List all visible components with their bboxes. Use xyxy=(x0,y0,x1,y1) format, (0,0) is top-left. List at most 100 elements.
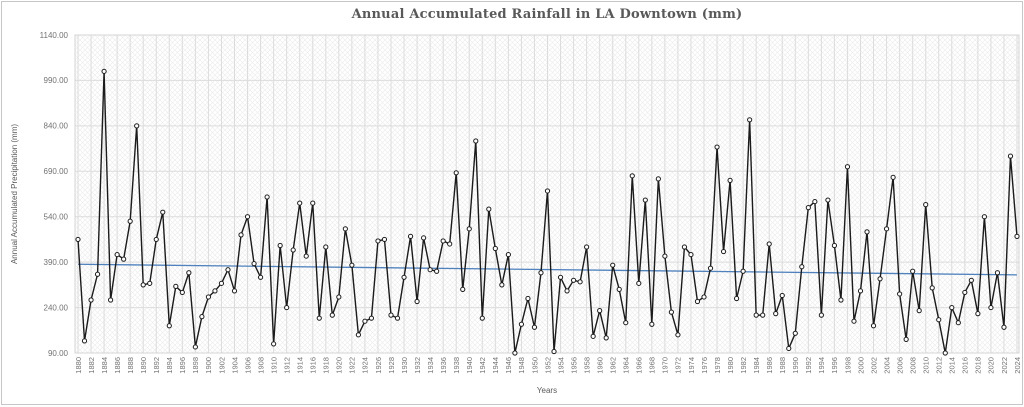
data-point-marker xyxy=(199,314,205,320)
x-tick-label: 1944 xyxy=(491,357,500,374)
y-axis-tick-labels: 90.00 240.00 390.00 540.00 690.00 840.00 990.0… xyxy=(40,31,69,358)
x-tick-label: 1938 xyxy=(452,357,461,374)
data-point-marker xyxy=(831,242,838,249)
data-point-marker xyxy=(147,280,153,286)
data-point-marker xyxy=(310,200,316,206)
data-point-marker xyxy=(1014,233,1020,239)
x-tick-label: 1914 xyxy=(296,357,305,374)
x-tick-label: 1950 xyxy=(530,357,539,374)
y-tick-label: 90.00 xyxy=(48,349,69,358)
data-point-marker xyxy=(818,312,824,318)
data-point-marker xyxy=(701,294,707,300)
data-point-marker xyxy=(75,236,81,243)
x-tick-label: 1880 xyxy=(74,357,83,374)
x-tick-label: 1890 xyxy=(139,357,148,374)
x-tick-label: 1984 xyxy=(752,357,761,374)
x-tick-label: 1948 xyxy=(517,357,526,374)
x-tick-label: 1896 xyxy=(178,357,187,374)
x-tick-label: 2014 xyxy=(948,357,957,374)
x-tick-label: 1894 xyxy=(165,357,174,374)
data-point-marker xyxy=(890,174,896,180)
x-tick-label: 1994 xyxy=(817,357,826,374)
data-point-marker xyxy=(401,274,407,280)
data-point-marker xyxy=(923,202,929,208)
data-point-marker xyxy=(134,123,140,129)
data-point-marker xyxy=(127,218,133,224)
x-tick-label: 1910 xyxy=(269,357,278,374)
data-point-marker xyxy=(231,288,238,294)
data-point-marker xyxy=(512,350,518,356)
data-point-marker xyxy=(101,68,107,74)
data-point-marker xyxy=(786,345,792,352)
data-point-marker xyxy=(949,304,955,311)
x-tick-label: 1974 xyxy=(687,357,696,374)
data-point-marker xyxy=(544,188,551,194)
x-tick-label: 1904 xyxy=(230,357,239,374)
data-point-marker xyxy=(427,267,433,273)
data-point-marker xyxy=(355,332,361,338)
x-tick-label: 1972 xyxy=(674,357,683,374)
x-tick-label: 1936 xyxy=(439,357,448,374)
data-point-marker xyxy=(244,214,251,220)
data-point-marker xyxy=(460,286,466,292)
data-point-marker xyxy=(407,233,414,239)
data-point-marker xyxy=(434,268,440,274)
x-tick-label: 2020 xyxy=(987,357,996,374)
x-tick-label: 1928 xyxy=(387,357,396,374)
data-point-marker xyxy=(225,267,231,273)
data-point-marker xyxy=(368,315,375,321)
data-point-marker xyxy=(264,194,270,200)
data-point-marker xyxy=(140,282,146,288)
x-tick-label: 1988 xyxy=(778,357,787,374)
data-point-marker xyxy=(421,235,427,241)
x-tick-label: 1942 xyxy=(478,357,487,374)
data-point-marker xyxy=(714,144,720,150)
data-point-marker xyxy=(812,198,818,205)
data-point-marker xyxy=(870,323,877,329)
y-axis-title: Annual Accumulated Precipitation (mm) xyxy=(10,124,19,264)
data-point-marker xyxy=(903,336,909,342)
data-point-marker xyxy=(284,304,290,311)
x-tick-label: 1998 xyxy=(843,357,852,374)
data-point-marker xyxy=(877,276,883,282)
data-point-marker xyxy=(303,253,309,259)
y-tick-label: 1140.00 xyxy=(40,31,69,40)
data-point-marker xyxy=(577,279,583,285)
data-point-marker xyxy=(473,138,479,144)
data-point-marker xyxy=(349,262,355,268)
data-point-marker xyxy=(160,209,166,215)
x-tick-label: 1946 xyxy=(504,357,513,374)
data-point-marker xyxy=(121,256,127,262)
x-tick-label: 2010 xyxy=(922,357,931,374)
data-point-marker xyxy=(681,244,688,250)
x-tick-label: 1958 xyxy=(582,357,591,374)
x-tick-label: 2004 xyxy=(882,357,891,374)
data-point-marker xyxy=(277,242,283,249)
x-tick-label: 1920 xyxy=(335,357,344,374)
data-point-marker xyxy=(173,283,179,289)
data-point-marker xyxy=(551,348,557,355)
x-tick-label: 2000 xyxy=(856,357,865,374)
data-point-marker xyxy=(610,262,616,268)
data-point-marker xyxy=(531,324,538,330)
x-tick-label: 1924 xyxy=(361,357,370,374)
y-tick-label: 540.00 xyxy=(44,213,69,222)
x-tick-label: 1892 xyxy=(152,357,161,374)
data-point-marker xyxy=(1001,324,1007,330)
x-tick-label: 2024 xyxy=(1013,357,1022,374)
y-tick-label: 990.00 xyxy=(44,76,69,85)
x-tick-label: 1898 xyxy=(191,357,200,374)
data-point-marker xyxy=(981,214,988,220)
data-point-marker xyxy=(844,164,851,170)
data-point-marker xyxy=(297,200,303,206)
data-point-marker xyxy=(668,309,675,315)
data-point-marker xyxy=(727,177,733,183)
data-point-marker xyxy=(238,232,244,238)
data-point-marker xyxy=(453,170,459,176)
data-point-marker xyxy=(857,288,864,294)
x-tick-label: 1906 xyxy=(243,357,252,374)
x-tick-label: 1978 xyxy=(713,357,722,374)
x-tick-label: 1940 xyxy=(465,357,474,374)
data-point-marker xyxy=(851,318,857,324)
